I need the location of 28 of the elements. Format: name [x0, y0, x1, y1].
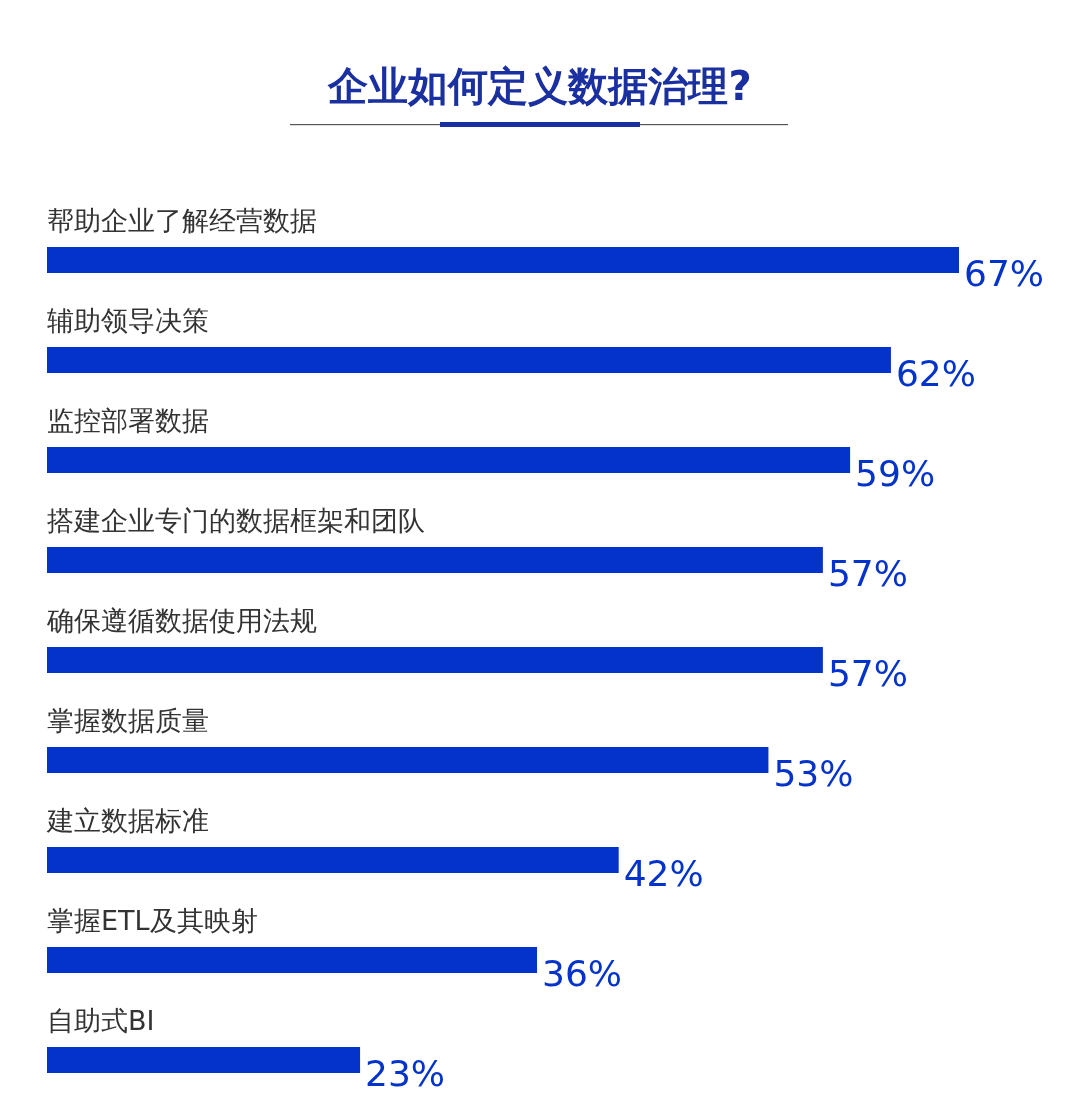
- bar: [47, 747, 769, 773]
- data-label: 67%: [964, 253, 1045, 294]
- data-label: 23%: [365, 1053, 446, 1094]
- bar: [47, 947, 538, 973]
- y-tick-label: 建立数据标准: [46, 805, 209, 836]
- bar: [47, 347, 891, 373]
- data-label: 59%: [855, 453, 936, 494]
- y-tick-label: 监控部署数据: [47, 405, 209, 436]
- data-label: 57%: [827, 553, 908, 594]
- data-label: 53%: [773, 753, 854, 794]
- y-tick-label: 掌握ETL及其映射: [47, 905, 258, 936]
- bar: [47, 247, 959, 273]
- y-tick-label: 自助式BI: [47, 1005, 155, 1036]
- data-label: 62%: [895, 353, 976, 394]
- bar: [47, 647, 823, 673]
- bar: [47, 547, 823, 573]
- y-tick-label: 帮助企业了解经营数据: [47, 205, 317, 236]
- bar: [47, 847, 619, 873]
- y-tick-label: 确保遵循数据使用法规: [46, 605, 317, 636]
- data-label: 57%: [827, 653, 908, 694]
- y-tick-label: 掌握数据质量: [47, 705, 209, 736]
- y-tick-label: 辅助领导决策: [47, 305, 209, 336]
- data-label: 36%: [542, 953, 623, 994]
- data-label: 42%: [623, 853, 704, 894]
- chart-title: 企业如何定义数据治理?: [327, 63, 752, 109]
- y-tick-label: 搭建企业专门的数据框架和团队: [47, 505, 425, 536]
- bar: [47, 447, 851, 473]
- bar: [47, 1047, 361, 1073]
